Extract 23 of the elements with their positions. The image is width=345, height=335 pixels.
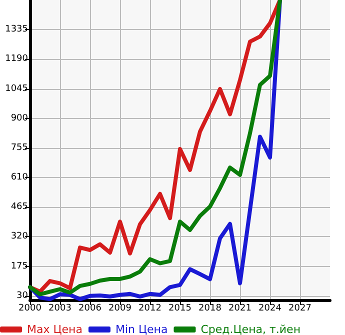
y-tick-label: 30 [16, 290, 28, 301]
y-tick-label: 1045 [5, 84, 28, 94]
x-tick-label: 2021 [228, 304, 252, 314]
y-tick-label: 900 [10, 113, 28, 124]
x-tick-label: 2018 [198, 304, 222, 314]
legend-label: Сред.Цена, т.йен [200, 323, 301, 335]
x-tick-label: 2015 [168, 304, 192, 314]
x-tick-label: 2027 [288, 304, 312, 314]
y-tick-label: 175 [10, 261, 28, 272]
y-tick-label: 320 [10, 232, 28, 242]
x-tick-label: 2006 [78, 304, 102, 314]
y-tick-label: 610 [10, 172, 28, 183]
x-tick-label: 2012 [138, 304, 162, 314]
legend-label: Min Цена [115, 323, 168, 335]
y-tick-label: 755 [10, 142, 28, 153]
y-tick-label: 465 [10, 202, 28, 212]
y-tick-label: 1190 [5, 54, 28, 64]
x-tick-label: 2000 [18, 304, 42, 314]
y-tick-label: 1335 [5, 24, 28, 35]
legend-label: Max Цена [27, 323, 82, 335]
x-tick-label: 2003 [48, 304, 72, 314]
x-tick-label: 2009 [108, 304, 132, 314]
x-tick-label: 2024 [258, 304, 282, 314]
